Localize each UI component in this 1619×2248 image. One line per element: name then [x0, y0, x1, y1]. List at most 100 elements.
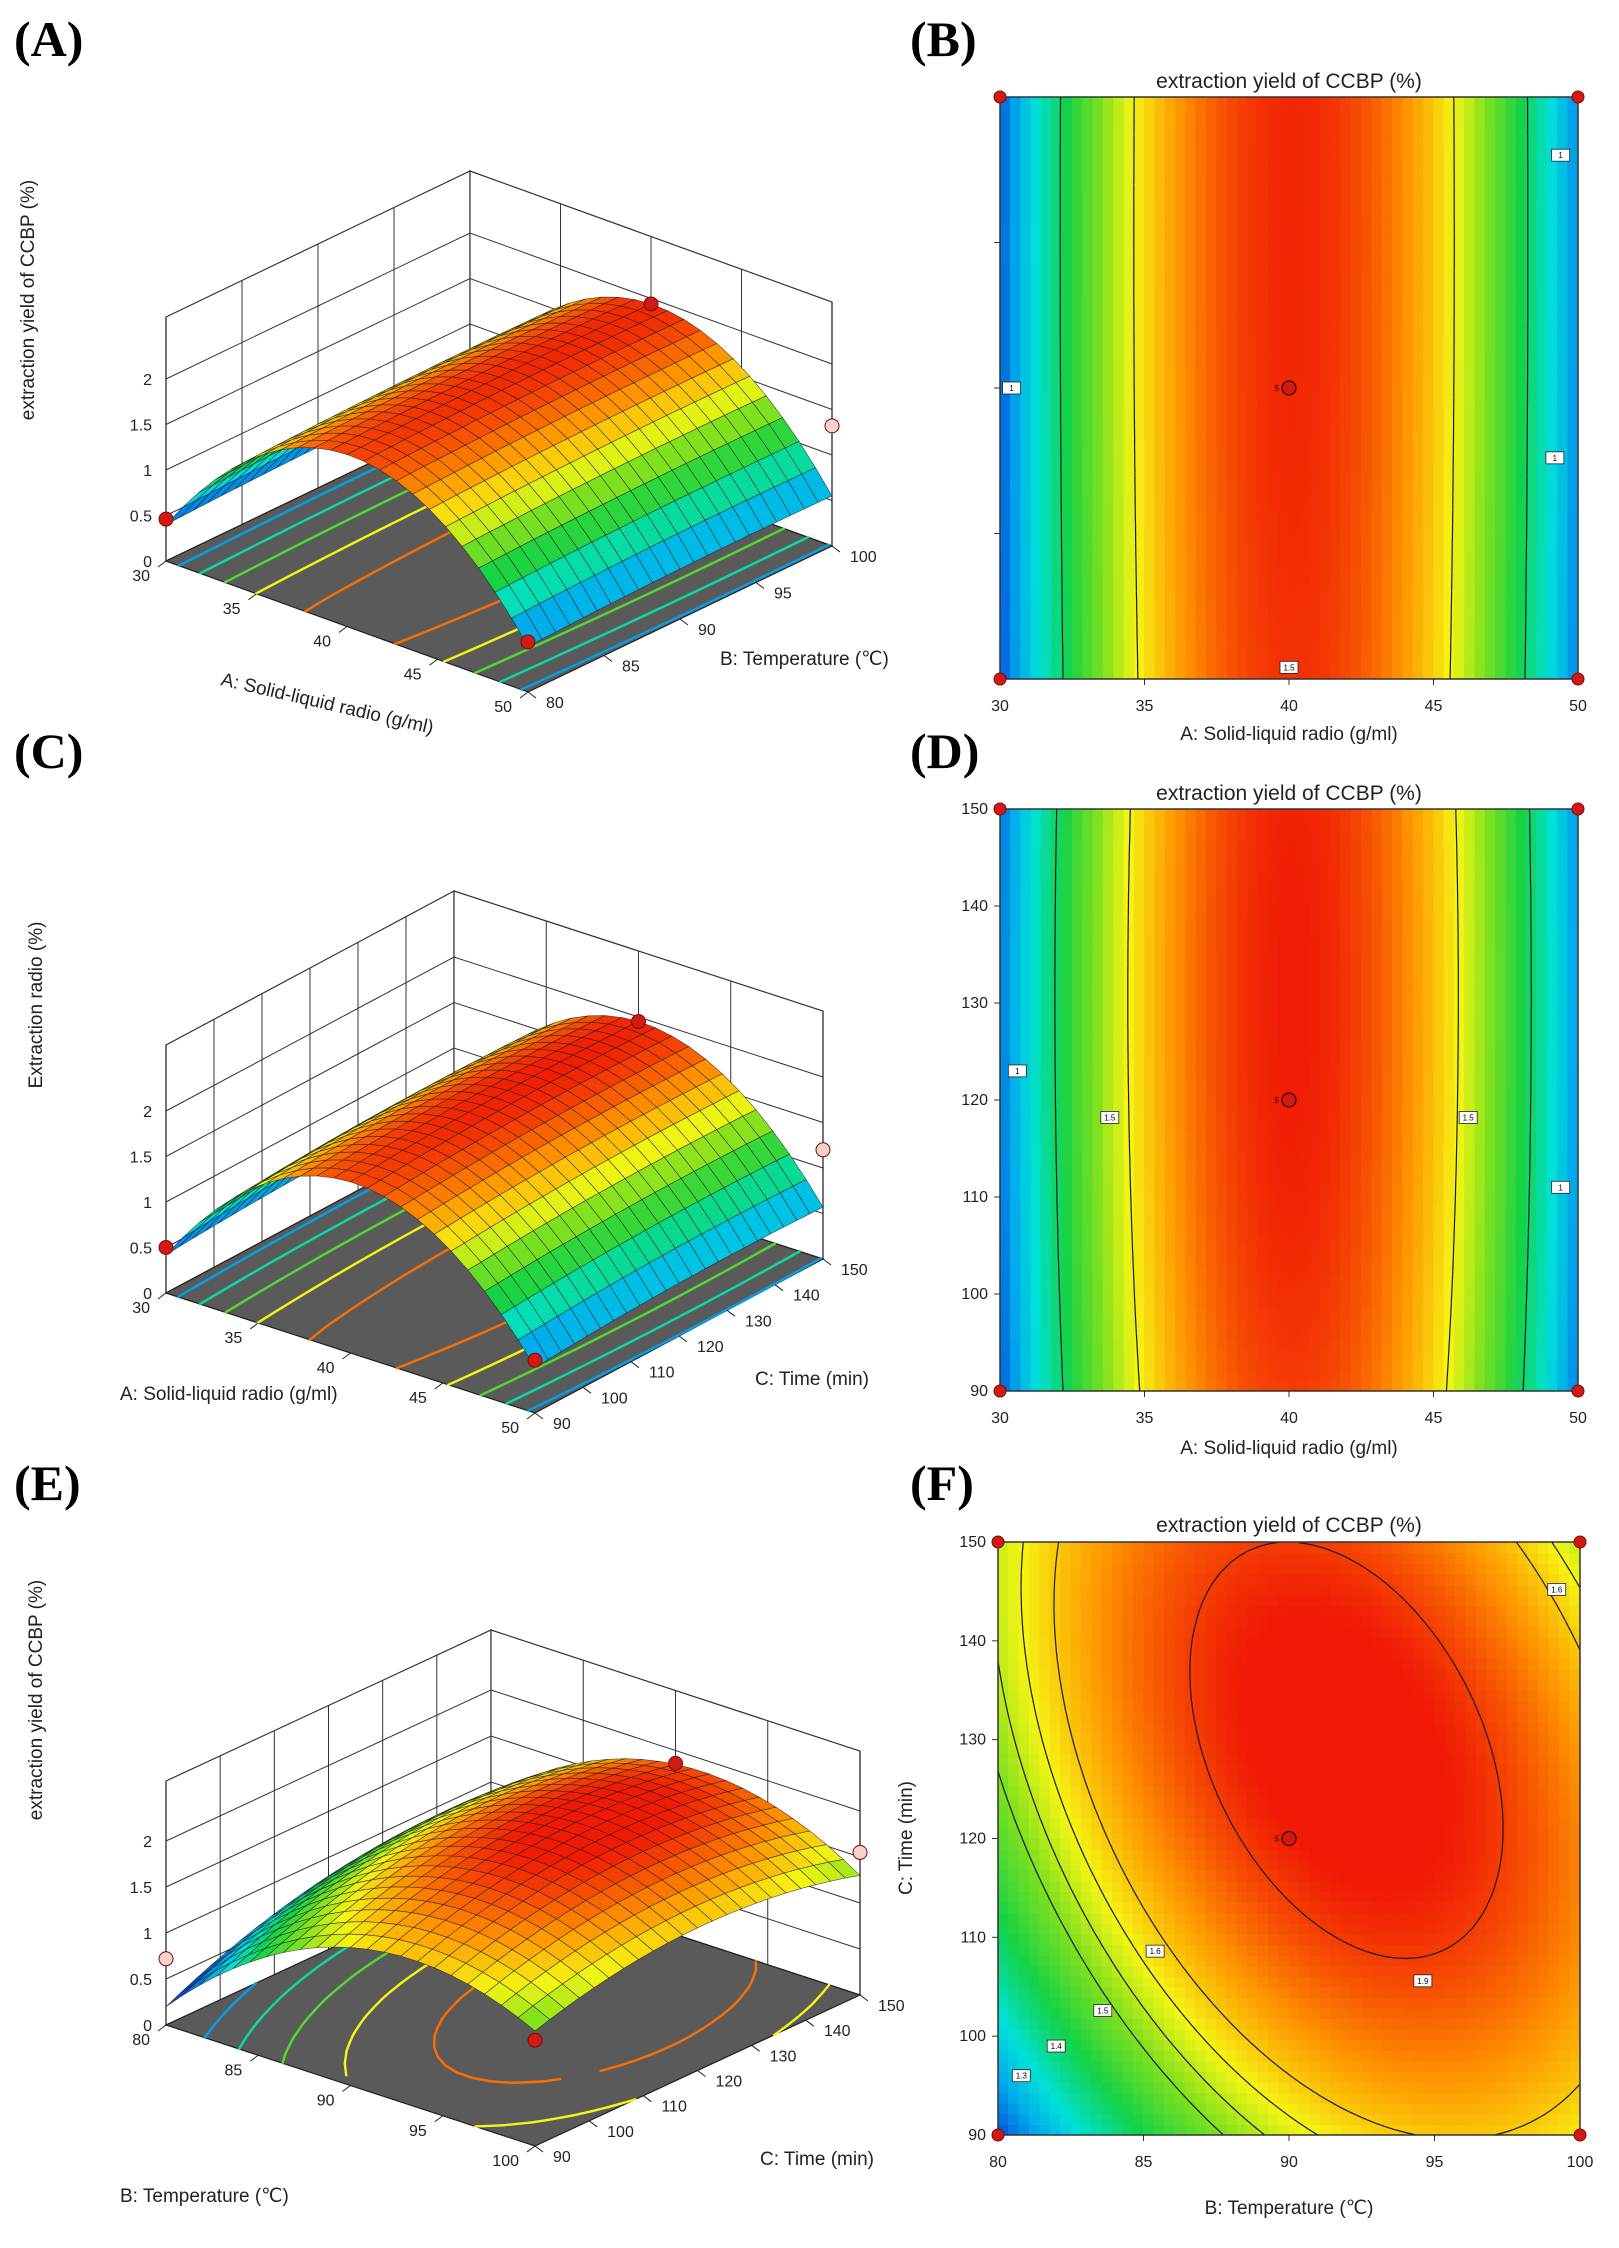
- heat-cell: [1361, 564, 1373, 576]
- heat-cell: [1154, 418, 1166, 431]
- heat-cell: [1484, 179, 1496, 191]
- heat-cell: [1278, 169, 1290, 181]
- heat-cell: [1453, 138, 1465, 150]
- heat-cell: [1526, 169, 1538, 181]
- heat-cell: [1206, 387, 1218, 399]
- heat-cell: [1412, 647, 1424, 659]
- heat-cell: [1453, 595, 1465, 607]
- heat-cell: [1030, 231, 1042, 243]
- heat-cell: [1340, 325, 1352, 337]
- heat-cell: [1061, 127, 1073, 140]
- heat-cell: [1237, 117, 1249, 129]
- heat-cell: [1340, 107, 1352, 119]
- heat-cell: [1164, 626, 1176, 638]
- heat-cell: [1330, 668, 1342, 679]
- heat-cell: [1082, 470, 1094, 482]
- heat-cell: [1381, 283, 1393, 295]
- heat-cell: [1453, 554, 1465, 566]
- heat-cell: [1030, 502, 1042, 514]
- heat-cell: [1133, 554, 1145, 566]
- heat-cell: [1505, 211, 1517, 223]
- floor-contour-segment: [768, 548, 784, 557]
- heat-cell: [1257, 668, 1269, 679]
- heat-cell: [1102, 429, 1114, 441]
- heat-cell: [1340, 522, 1352, 534]
- heat-cell: [1391, 138, 1403, 150]
- heat-cell: [1557, 470, 1569, 482]
- heat-cell: [1495, 304, 1507, 316]
- floor-contour-segment: [371, 500, 387, 509]
- heat-cell: [1102, 179, 1114, 191]
- heat-cell: [1361, 429, 1373, 441]
- heat-cell: [1113, 221, 1125, 233]
- heat-cell: [1268, 502, 1280, 514]
- heat-cell: [1206, 221, 1218, 233]
- heat-cell: [1422, 502, 1434, 514]
- heat-cell: [1113, 460, 1125, 472]
- heat-cell: [1309, 211, 1321, 223]
- heat-cell: [1082, 283, 1094, 295]
- heat-cell: [1433, 314, 1445, 327]
- heat-cell: [1319, 366, 1331, 379]
- heat-cell: [1030, 346, 1042, 358]
- floor-contour-segment: [655, 1321, 670, 1330]
- floor-contour-segment: [324, 1223, 339, 1233]
- heat-cell: [1567, 543, 1578, 555]
- heat-cell: [1082, 668, 1094, 679]
- design-point: [824, 418, 840, 434]
- heat-cell: [1288, 418, 1300, 431]
- heat-cell: [1020, 242, 1032, 254]
- heat-cell: [1195, 148, 1207, 160]
- heat-cell: [1000, 502, 1011, 514]
- heat-cell: [1443, 159, 1455, 171]
- heat-cell: [1154, 522, 1166, 534]
- heat-cell: [1226, 585, 1238, 597]
- heat-cell: [1268, 606, 1280, 618]
- heat-cell: [1350, 190, 1362, 202]
- heat-cell: [1381, 294, 1393, 306]
- heat-cell: [1226, 606, 1238, 618]
- heat-cell: [1185, 97, 1197, 108]
- heat-cell: [1381, 346, 1393, 358]
- floor-contour-segment: [604, 606, 621, 615]
- floor-contour-segment: [505, 1375, 521, 1385]
- heat-cell: [1443, 335, 1455, 347]
- floor-contour-segment: [424, 1349, 441, 1358]
- heat-cell: [1464, 117, 1476, 129]
- heat-cell: [1495, 314, 1507, 327]
- heat-cell: [1278, 294, 1290, 306]
- heat-cell: [1102, 554, 1114, 566]
- contour-label-box: [1002, 381, 1021, 395]
- heat-cell: [1237, 366, 1249, 379]
- heat-cell: [1515, 211, 1527, 223]
- heat-cell: [1164, 408, 1176, 420]
- heat-cell: [1072, 502, 1084, 514]
- heat-cell: [1381, 668, 1393, 679]
- heat-cell: [1051, 346, 1063, 358]
- heat-cell: [1381, 169, 1393, 181]
- heat-cell: [1433, 273, 1445, 285]
- heat-cell: [1391, 429, 1403, 441]
- corner-design-point: [993, 672, 1007, 686]
- heat-cell: [1536, 294, 1548, 306]
- heat-cell: [1092, 533, 1104, 545]
- heat-cell: [1567, 169, 1578, 181]
- heat-cell: [1000, 211, 1011, 223]
- floor-contour-segment: [264, 514, 279, 524]
- heat-cell: [1474, 179, 1486, 191]
- heat-cell: [1154, 179, 1166, 191]
- floor-contour-segment: [291, 1264, 306, 1274]
- heat-cell: [1484, 107, 1496, 119]
- heat-cell: [1340, 211, 1352, 223]
- heat-cell: [1175, 294, 1187, 306]
- heat-cell: [1567, 304, 1578, 316]
- heat-cell: [1102, 294, 1114, 306]
- heat-cell: [1319, 242, 1331, 254]
- heat-cell: [1226, 148, 1238, 160]
- heat-cell: [1567, 637, 1578, 649]
- heat-cell: [1526, 148, 1538, 160]
- heat-cell: [1102, 606, 1114, 618]
- floor-contour-segment: [315, 554, 330, 564]
- heat-cell: [1226, 481, 1238, 493]
- heat-cell: [1309, 543, 1321, 555]
